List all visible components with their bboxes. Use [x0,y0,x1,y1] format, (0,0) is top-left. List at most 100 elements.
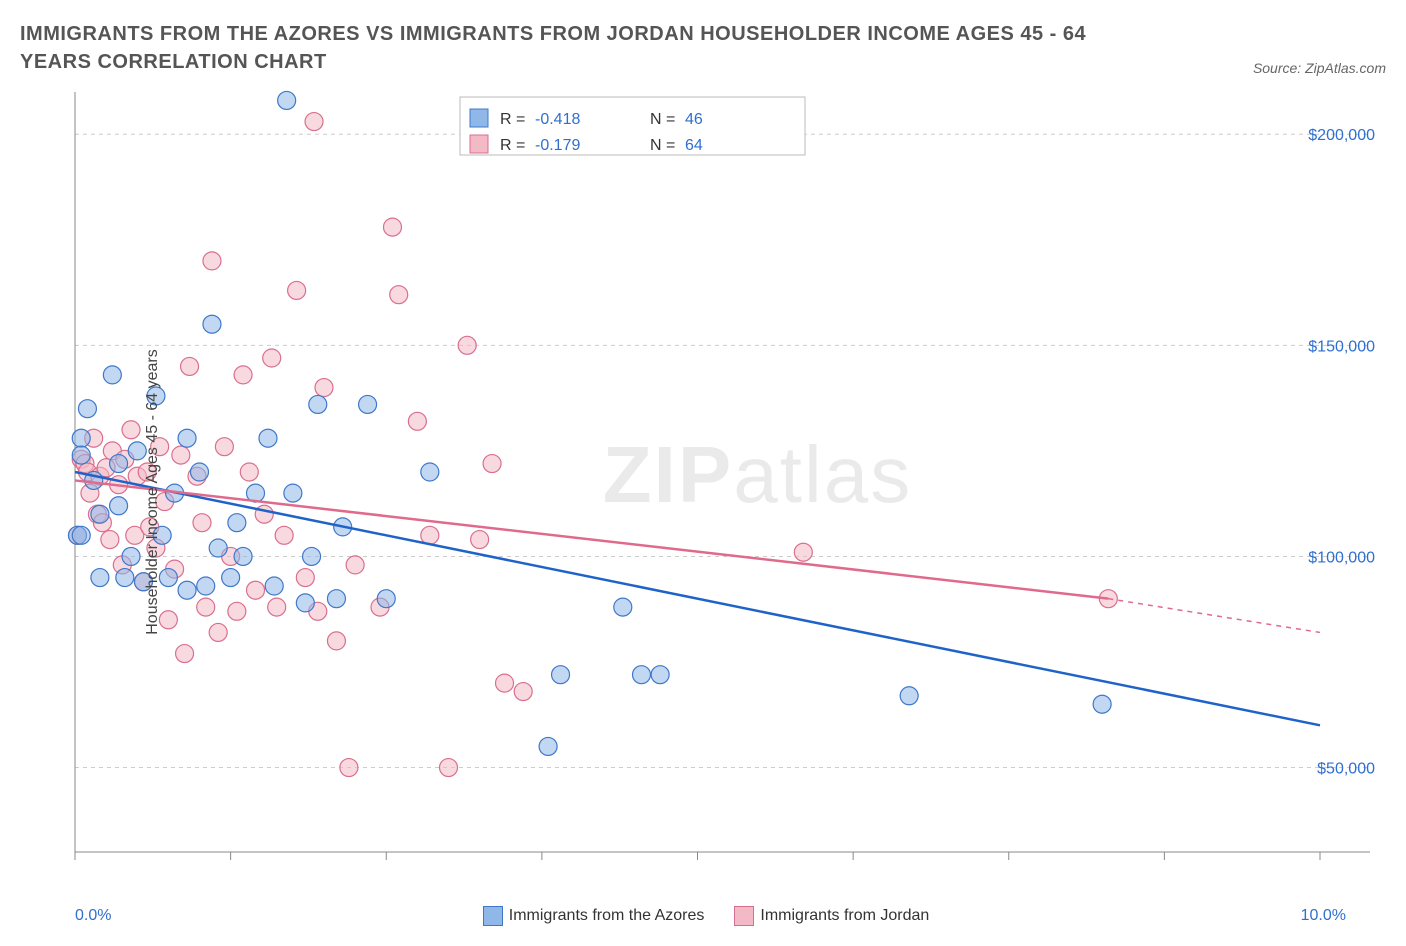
data-point [377,590,395,608]
data-point [110,455,128,473]
data-point [539,737,557,755]
legend-r-value: -0.418 [535,111,580,128]
data-point [346,556,364,574]
data-point [176,645,194,663]
y-tick-label: $100,000 [1308,549,1375,566]
scatter-chart: Householder Income Ages 45 - 64 years $5… [20,82,1386,902]
data-point [228,514,246,532]
legend-swatch [483,906,503,926]
legend-swatch [470,135,488,153]
data-point [614,598,632,616]
data-point [794,543,812,561]
legend-item: Immigrants from the Azores [483,906,705,926]
data-point [296,569,314,587]
data-point [203,315,221,333]
data-point [275,526,293,544]
data-point [471,531,489,549]
y-tick-label: $50,000 [1317,761,1375,778]
data-point [122,421,140,439]
data-point [234,547,252,565]
data-point [159,611,177,629]
legend-label: Immigrants from Jordan [760,907,929,924]
data-point [116,569,134,587]
data-point [268,598,286,616]
data-point [78,400,96,418]
data-point [263,349,281,367]
data-point [240,463,258,481]
data-point [91,505,109,523]
data-point [305,113,323,131]
data-point [234,366,252,384]
data-point [72,429,90,447]
y-tick-label: $150,000 [1308,338,1375,355]
data-point [197,577,215,595]
data-point [296,594,314,612]
data-point [178,429,196,447]
data-point [103,366,121,384]
data-point [110,497,128,515]
legend-r-value: -0.179 [535,137,580,154]
data-point [408,412,426,430]
data-point [458,336,476,354]
data-point [101,531,119,549]
data-point [72,446,90,464]
data-point [327,632,345,650]
data-point [72,526,90,544]
data-point [552,666,570,684]
data-point [651,666,669,684]
data-point [259,429,277,447]
data-point [1093,695,1111,713]
data-point [483,455,501,473]
data-point [228,602,246,620]
data-point [255,505,273,523]
data-point [278,91,296,109]
data-point [390,286,408,304]
legend-n-label: N = [650,137,675,154]
data-point [496,674,514,692]
chart-title: IMMIGRANTS FROM THE AZORES VS IMMIGRANTS… [20,20,1120,76]
data-point [203,252,221,270]
data-point [172,446,190,464]
legend-swatch [470,109,488,127]
legend-n-value: 64 [685,137,703,154]
y-axis-label: Householder Income Ages 45 - 64 years [144,349,162,635]
data-point [440,759,458,777]
legend-swatch [734,906,754,926]
data-point [209,539,227,557]
data-point [514,683,532,701]
trend-line-extrapolated [1108,599,1320,633]
y-tick-label: $200,000 [1308,127,1375,144]
x-axis-min-label: 0.0% [75,907,111,925]
data-point [181,357,199,375]
data-point [359,395,377,413]
data-point [215,438,233,456]
data-point [193,514,211,532]
data-point [247,581,265,599]
data-point [383,218,401,236]
data-point [284,484,302,502]
data-point [122,547,140,565]
legend-r-label: R = [500,137,525,154]
data-point [222,569,240,587]
data-point [900,687,918,705]
legend-r-label: R = [500,111,525,128]
data-point [197,598,215,616]
data-point [309,395,327,413]
data-point [421,463,439,481]
data-point [340,759,358,777]
data-point [91,569,109,587]
data-point [191,463,209,481]
data-point [265,577,283,595]
data-point [421,526,439,544]
bottom-legend: 0.0% Immigrants from the Azores Immigrant… [20,906,1386,926]
data-point [159,569,177,587]
source-attribution: Source: ZipAtlas.com [1253,60,1386,76]
data-point [178,581,196,599]
x-axis-max-label: 10.0% [1301,907,1346,925]
legend-n-value: 46 [685,111,703,128]
data-point [327,590,345,608]
data-point [209,623,227,641]
legend-item: Immigrants from Jordan [734,906,929,926]
data-point [303,547,321,565]
data-point [288,281,306,299]
